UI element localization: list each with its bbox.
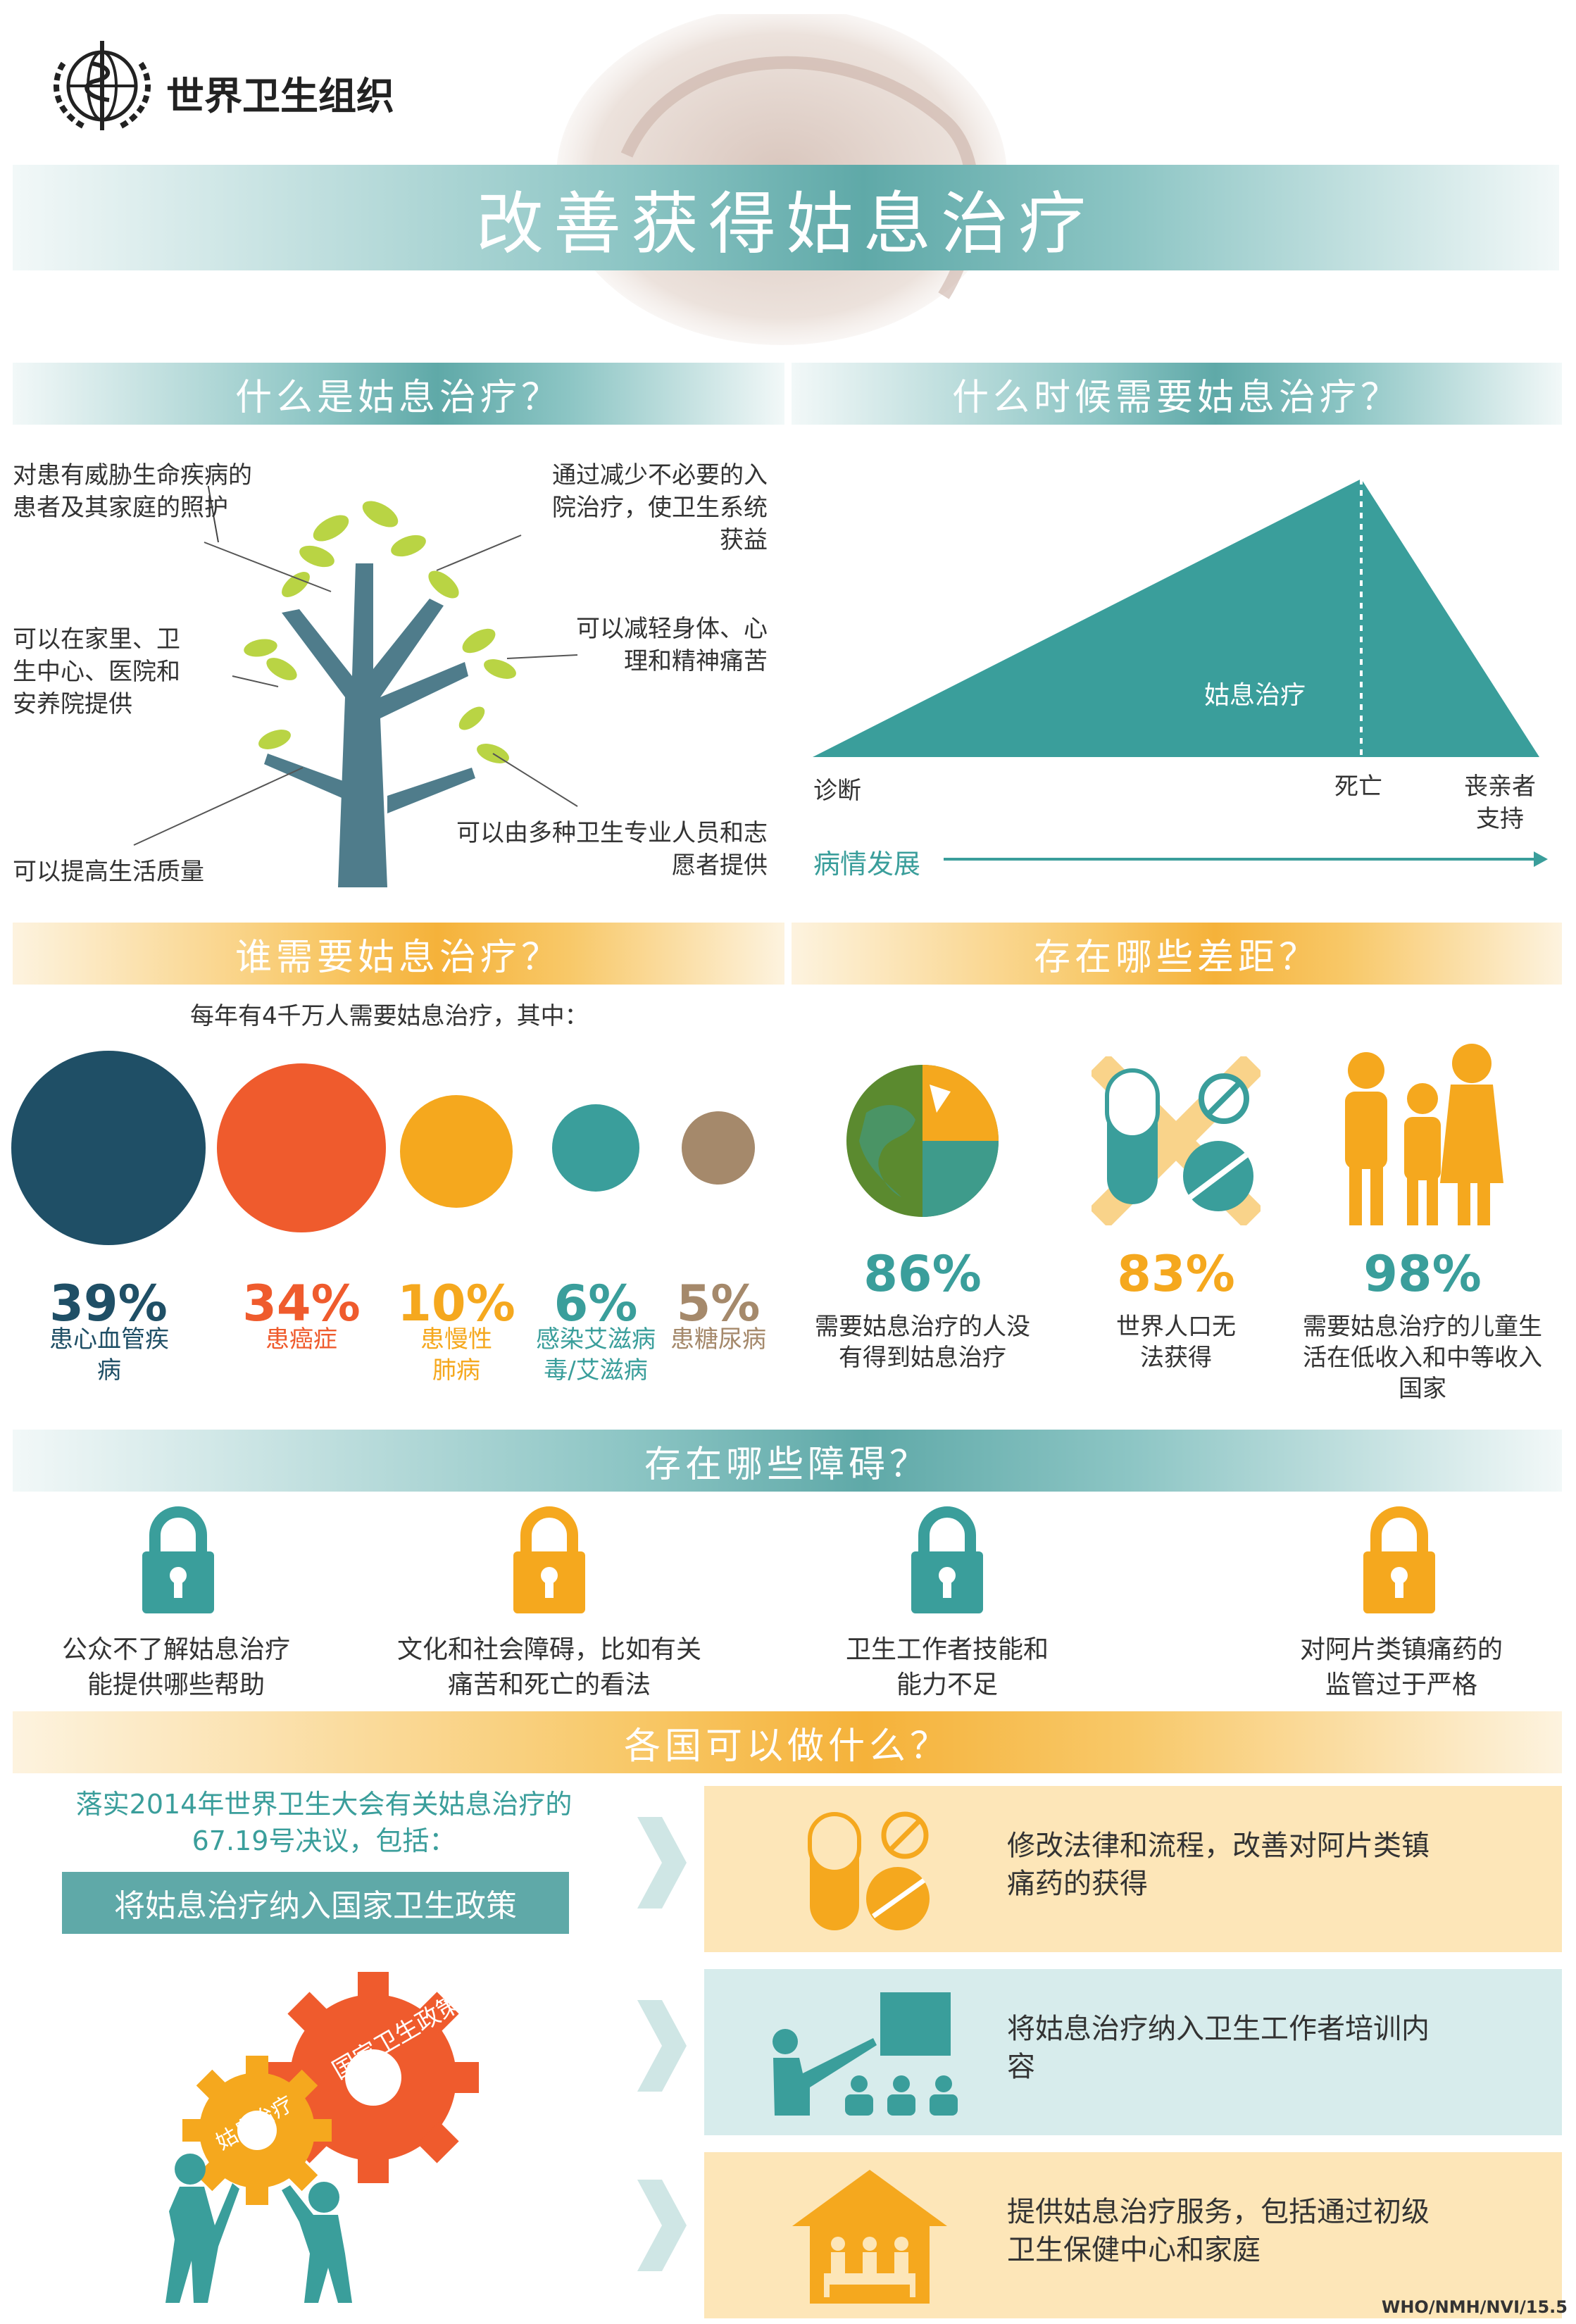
bubble-cancer	[217, 1063, 386, 1232]
gap-pct-2: 83%	[1117, 1245, 1235, 1303]
barriers-heading: 存在哪些障碍？	[13, 1430, 1562, 1492]
who-label-hiv: 感染艾滋病毒/艾滋病	[536, 1325, 656, 1385]
gap-pct-1: 86%	[863, 1245, 982, 1303]
who-label-diabetes: 患糖尿病	[670, 1325, 766, 1354]
footer-code: WHO/NMH/NVI/15.5	[1381, 2297, 1568, 2317]
actions-intro: 落实2014年世界卫生大会有关姑息治疗的67.19号决议，包括：	[75, 1789, 573, 1856]
what-point-2: 可以在家里、卫生中心、医院和安养院提供	[13, 625, 180, 718]
action-panel-3: 提供姑息治疗服务，包括通过初级卫生保健中心和家庭	[704, 2152, 1562, 2318]
palliative-care-timeline-chart	[813, 479, 1539, 757]
when-heading: 什么时候需要姑息治疗？	[792, 363, 1562, 425]
action-label-1: 修改法律和流程，改善对阿片类镇痛药的获得	[1007, 1830, 1430, 1900]
barrier-label-4: 对阿片类镇痛药的监管过于严格	[1299, 1635, 1503, 1699]
what-point-5: 可以减轻身体、心理和精神痛苦	[576, 615, 768, 675]
barrier-label-2: 文化和社会障碍，比如有关痛苦和死亡的看法	[396, 1635, 701, 1699]
gap-label-3: 需要姑息治疗的儿童生活在低收入和中等收入国家	[1303, 1313, 1542, 1403]
when-area-label: 姑息治疗	[1204, 681, 1306, 710]
who-bubbles	[11, 1051, 755, 1245]
when-x-label-death: 死亡	[1334, 773, 1382, 801]
globe-icon	[846, 1065, 999, 1217]
children-icon	[1345, 1044, 1503, 1225]
bubble-diabetes	[682, 1111, 755, 1185]
tree-illustration	[207, 486, 516, 887]
what-point-6: 可以由多种卫生专业人员和志愿者提供	[456, 819, 768, 880]
gap-label-1: 需要姑息治疗的人没有得到姑息治疗	[815, 1313, 1030, 1372]
action-panel-1: 修改法律和流程，改善对阿片类镇痛药的获得	[704, 1786, 1562, 1952]
who-heading: 谁需要姑息治疗？	[13, 923, 784, 985]
who-pct-diabetes: 5%	[676, 1275, 761, 1332]
chevron-right-icon	[637, 2180, 687, 2271]
who-emblem-icon	[54, 41, 151, 130]
lock-icon	[911, 1506, 983, 1613]
what-point-4: 通过减少不必要的入院治疗，使卫生系统获益	[552, 461, 768, 554]
palliative-care-area	[813, 479, 1539, 757]
lock-icon	[1363, 1506, 1435, 1613]
who-pct-cardiovascular: 39%	[49, 1275, 168, 1332]
national-policy-button: 将姑息治疗纳入国家卫生政策	[62, 1872, 569, 1934]
when-x-label-diagnosis: 诊断	[813, 777, 861, 805]
chevron-right-icon	[637, 2000, 687, 2092]
what-point-3: 可以提高生活质量	[13, 858, 204, 886]
crossed-pills-icon	[1092, 1056, 1261, 1225]
who-label-cardiovascular: 患心血管疾病	[49, 1325, 169, 1385]
action-label-3: 提供姑息治疗服务，包括通过初级卫生保健中心和家庭	[1007, 2196, 1430, 2266]
what-point-1: 对患有威胁生命疾病的 患者及其家庭的照护	[13, 461, 252, 522]
who-pct-cancer: 34%	[242, 1275, 361, 1332]
action-panel-2: 将姑息治疗纳入卫生工作者培训内容	[704, 1969, 1562, 2135]
home-care-icon	[792, 2170, 947, 2304]
actions-heading: 各国可以做什么？	[13, 1711, 1562, 1773]
what-heading: 什么是姑息治疗？	[13, 363, 784, 425]
lock-icon	[142, 1506, 214, 1613]
progress-arrow-icon	[944, 851, 1548, 867]
gaps-heading: 存在哪些差距？	[792, 923, 1562, 985]
bubble-cardiovascular	[11, 1051, 206, 1245]
chevron-right-icon	[637, 1817, 687, 1908]
tree-leader-lines	[133, 535, 578, 846]
page-title: 改善获得姑息治疗	[13, 165, 1559, 270]
who-intro: 每年有4千万人需要姑息治疗，其中：	[190, 1002, 589, 1030]
lock-icon	[513, 1506, 585, 1613]
when-progress-label: 病情发展	[813, 849, 921, 880]
barrier-label-3: 卫生工作者技能和能力不足	[845, 1635, 1049, 1699]
who-label-cancer: 患癌症	[265, 1325, 337, 1354]
when-x-label-bereavement: 丧亲者支持	[1464, 773, 1536, 833]
org-name: 世界卫生组织	[166, 74, 394, 118]
gap-label-2: 世界人口无法获得	[1116, 1313, 1236, 1372]
bubble-lung	[400, 1095, 513, 1208]
who-pct-hiv: 6%	[554, 1275, 638, 1332]
bubble-hiv	[552, 1104, 639, 1192]
who-label-lung: 患慢性肺病	[420, 1325, 492, 1385]
barrier-label-1: 公众不了解姑息治疗能提供哪些帮助	[61, 1635, 290, 1699]
gaps-heading-text: 存在哪些差距？	[1033, 936, 1320, 979]
action-label-2: 将姑息治疗纳入卫生工作者培训内容	[1007, 2013, 1430, 2083]
who-pct-lung: 10%	[397, 1275, 515, 1332]
gears-people-illustration	[165, 1972, 479, 2303]
gap-pct-3: 98%	[1363, 1245, 1482, 1303]
training-icon	[773, 1992, 958, 2116]
pills-icon	[808, 1811, 930, 1930]
